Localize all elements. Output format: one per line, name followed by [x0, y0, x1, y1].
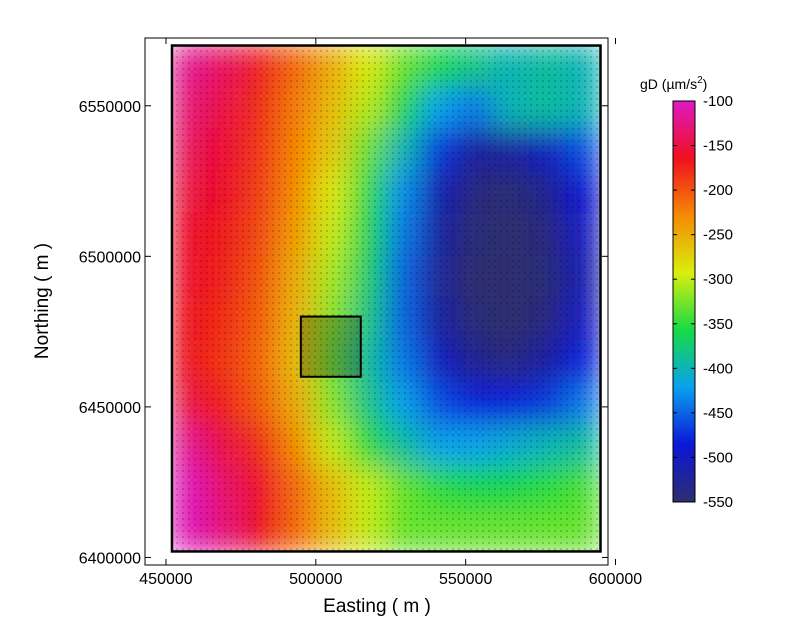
colorbar [672, 100, 696, 503]
y-tick-label: 6400000 [79, 550, 141, 567]
y-tick-label: 6500000 [79, 249, 141, 266]
colorbar-tick-label: -500 [703, 449, 733, 466]
x-axis-label: Easting ( m ) [323, 596, 431, 617]
colorbar-tick-label: -250 [703, 227, 733, 244]
inset-box [299, 315, 362, 378]
colorbar-tick-label: -550 [703, 494, 733, 511]
colorbar-title-superscript: 2 [697, 75, 703, 86]
x-tick-label: 450000 [139, 571, 192, 588]
colorbar-tick-label: -100 [703, 93, 733, 110]
survey-area-outline [170, 44, 602, 553]
y-axis-label: Northing ( m ) [32, 243, 53, 359]
x-tick-label: 550000 [439, 571, 492, 588]
colorbar-tick-label: -400 [703, 360, 733, 377]
colorbar-tick-label: -150 [703, 138, 733, 155]
x-tick-label: 500000 [289, 571, 342, 588]
colorbar-ticks: -100 -150 -200 -250 -300 -350 -400 -450 -500 -550 [673, 93, 733, 511]
colorbar-tick-label: -200 [703, 182, 733, 199]
colorbar-tick-label: -300 [703, 271, 733, 288]
y-tick-label: 6550000 [79, 99, 141, 116]
colorbar-title: gD (µm/s2) [640, 75, 707, 92]
x-tick-label: 600000 [589, 571, 642, 588]
x-axis-ticks: 450000 500000 550000 600000 [139, 38, 642, 588]
station-dot-overlay [171, 45, 601, 552]
y-tick-label: 6450000 [79, 400, 141, 417]
colorbar-tick-label: -350 [703, 316, 733, 333]
y-axis-ticks: 6400000 6450000 6500000 6550000 [79, 99, 608, 567]
colorbar-tick-label: -450 [703, 405, 733, 422]
